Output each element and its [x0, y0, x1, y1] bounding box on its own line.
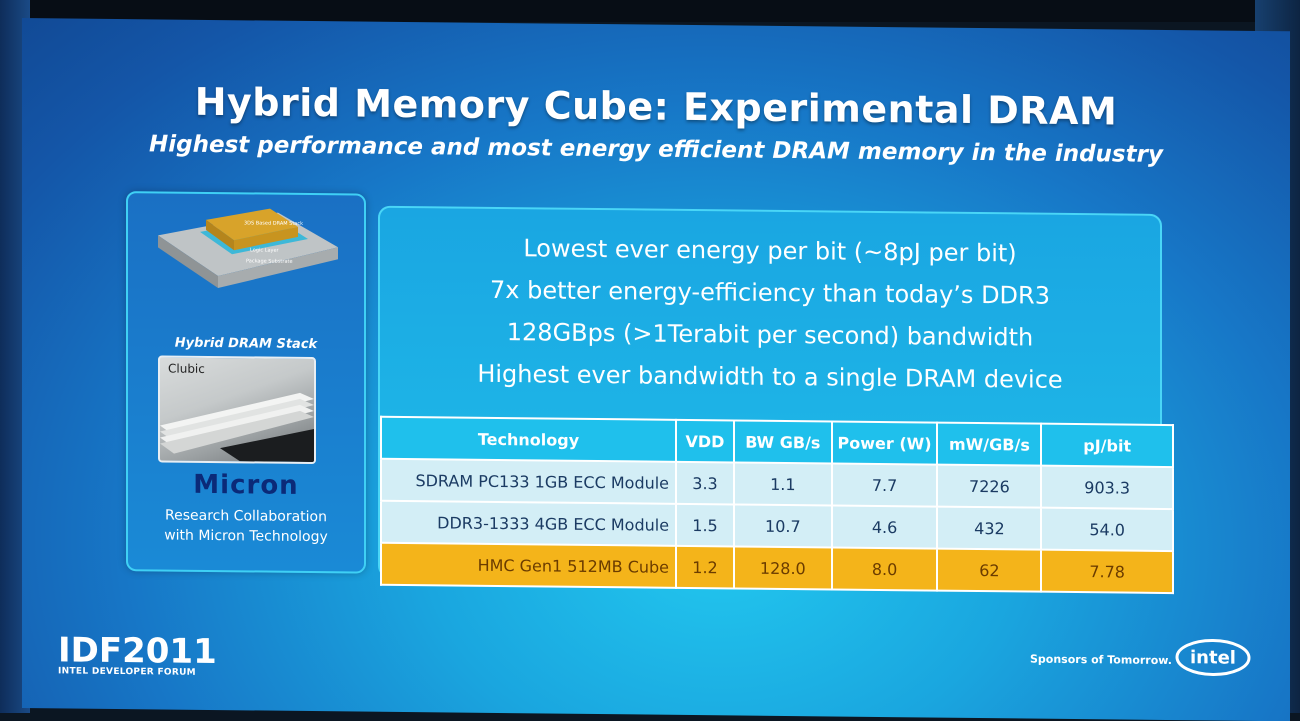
- table-cell: 1.1: [733, 462, 832, 506]
- comparison-table: Technology VDD BW GB/s Power (W) mW/GB/s…: [380, 416, 1174, 594]
- table-cell: 1.5: [676, 503, 734, 547]
- benefit-list: Lowest ever energy per bit (~8pJ per bit…: [380, 226, 1160, 402]
- collaboration-line-1: Research Collaboration: [165, 507, 327, 526]
- table-cell: 4.6: [831, 505, 938, 549]
- collaboration-text: Research Collaboration with Micron Techn…: [128, 505, 364, 547]
- hybrid-dram-card: 3DS Based DRAM Stack Logic Layer Package…: [126, 191, 366, 574]
- table-cell: 7226: [937, 464, 1042, 508]
- chip-label-substrate: Package Substrate: [246, 258, 293, 264]
- dram-stack-photo: Clubic: [158, 355, 316, 465]
- table-cell: 3.3: [676, 461, 734, 505]
- table-cell: 903.3: [1041, 465, 1173, 510]
- table-cell: HMC Gen1 512MB Cube: [381, 542, 677, 588]
- table-cell: 128.0: [733, 546, 832, 590]
- sponsor-tagline: Sponsors of Tomorrow.: [1030, 652, 1172, 668]
- chip-label-stack: 3DS Based DRAM Stack: [244, 220, 303, 227]
- benefit-item: 7x better energy-efficiency than today’s…: [490, 275, 1050, 310]
- column-header: Power (W): [831, 421, 938, 465]
- column-header: mW/GB/s: [937, 422, 1042, 466]
- table-cell: SDRAM PC133 1GB ECC Module: [381, 458, 677, 504]
- performance-panel: Lowest ever energy per bit (~8pJ per bit…: [378, 205, 1173, 594]
- slide-subtitle: Highest performance and most energy effi…: [149, 131, 1163, 168]
- table-cell: DDR3-1333 4GB ECC Module: [381, 500, 677, 546]
- micron-logo: Micron: [193, 469, 299, 501]
- column-header: BW GB/s: [733, 420, 832, 464]
- idf-logo: IDF2011 INTEL DEVELOPER FORUM: [58, 630, 217, 678]
- table-cell: 54.0: [1041, 507, 1173, 552]
- table-cell: 62: [937, 548, 1042, 592]
- chip-label-logic: Logic Layer: [250, 247, 280, 253]
- slide-title: Hybrid Memory Cube: Experimental DRAM: [194, 79, 1118, 134]
- stack-caption: Hybrid DRAM Stack: [174, 335, 318, 353]
- table-cell: 7.78: [1041, 549, 1173, 594]
- table-cell: 1.2: [676, 545, 734, 589]
- stacked-die-image: [160, 392, 314, 463]
- table-cell: 8.0: [831, 547, 938, 591]
- collaboration-line-2: with Micron Technology: [164, 527, 328, 546]
- table-cell: 7.7: [831, 463, 938, 507]
- presentation-slide: Hybrid Memory Cube: Experimental DRAM Hi…: [22, 18, 1290, 721]
- dram-stack-illustration: 3DS Based DRAM Stack Logic Layer Package…: [158, 208, 338, 289]
- event-subtitle: INTEL DEVELOPER FORUM: [58, 666, 196, 678]
- column-header: VDD: [676, 419, 734, 463]
- table-cell: 10.7: [733, 504, 832, 548]
- intel-logo-text: intel: [1190, 647, 1236, 668]
- column-header: Technology: [381, 416, 677, 462]
- table-row-highlighted: HMC Gen1 512MB Cube 1.2 128.0 8.0 62 7.7…: [381, 542, 1173, 594]
- column-header: pJ/bit: [1041, 423, 1173, 468]
- table-cell: 432: [937, 506, 1042, 550]
- room-top-edge: [0, 0, 1300, 22]
- benefit-item: Highest ever bandwidth to a single DRAM …: [477, 359, 1063, 394]
- intel-logo: intel: [1175, 638, 1251, 676]
